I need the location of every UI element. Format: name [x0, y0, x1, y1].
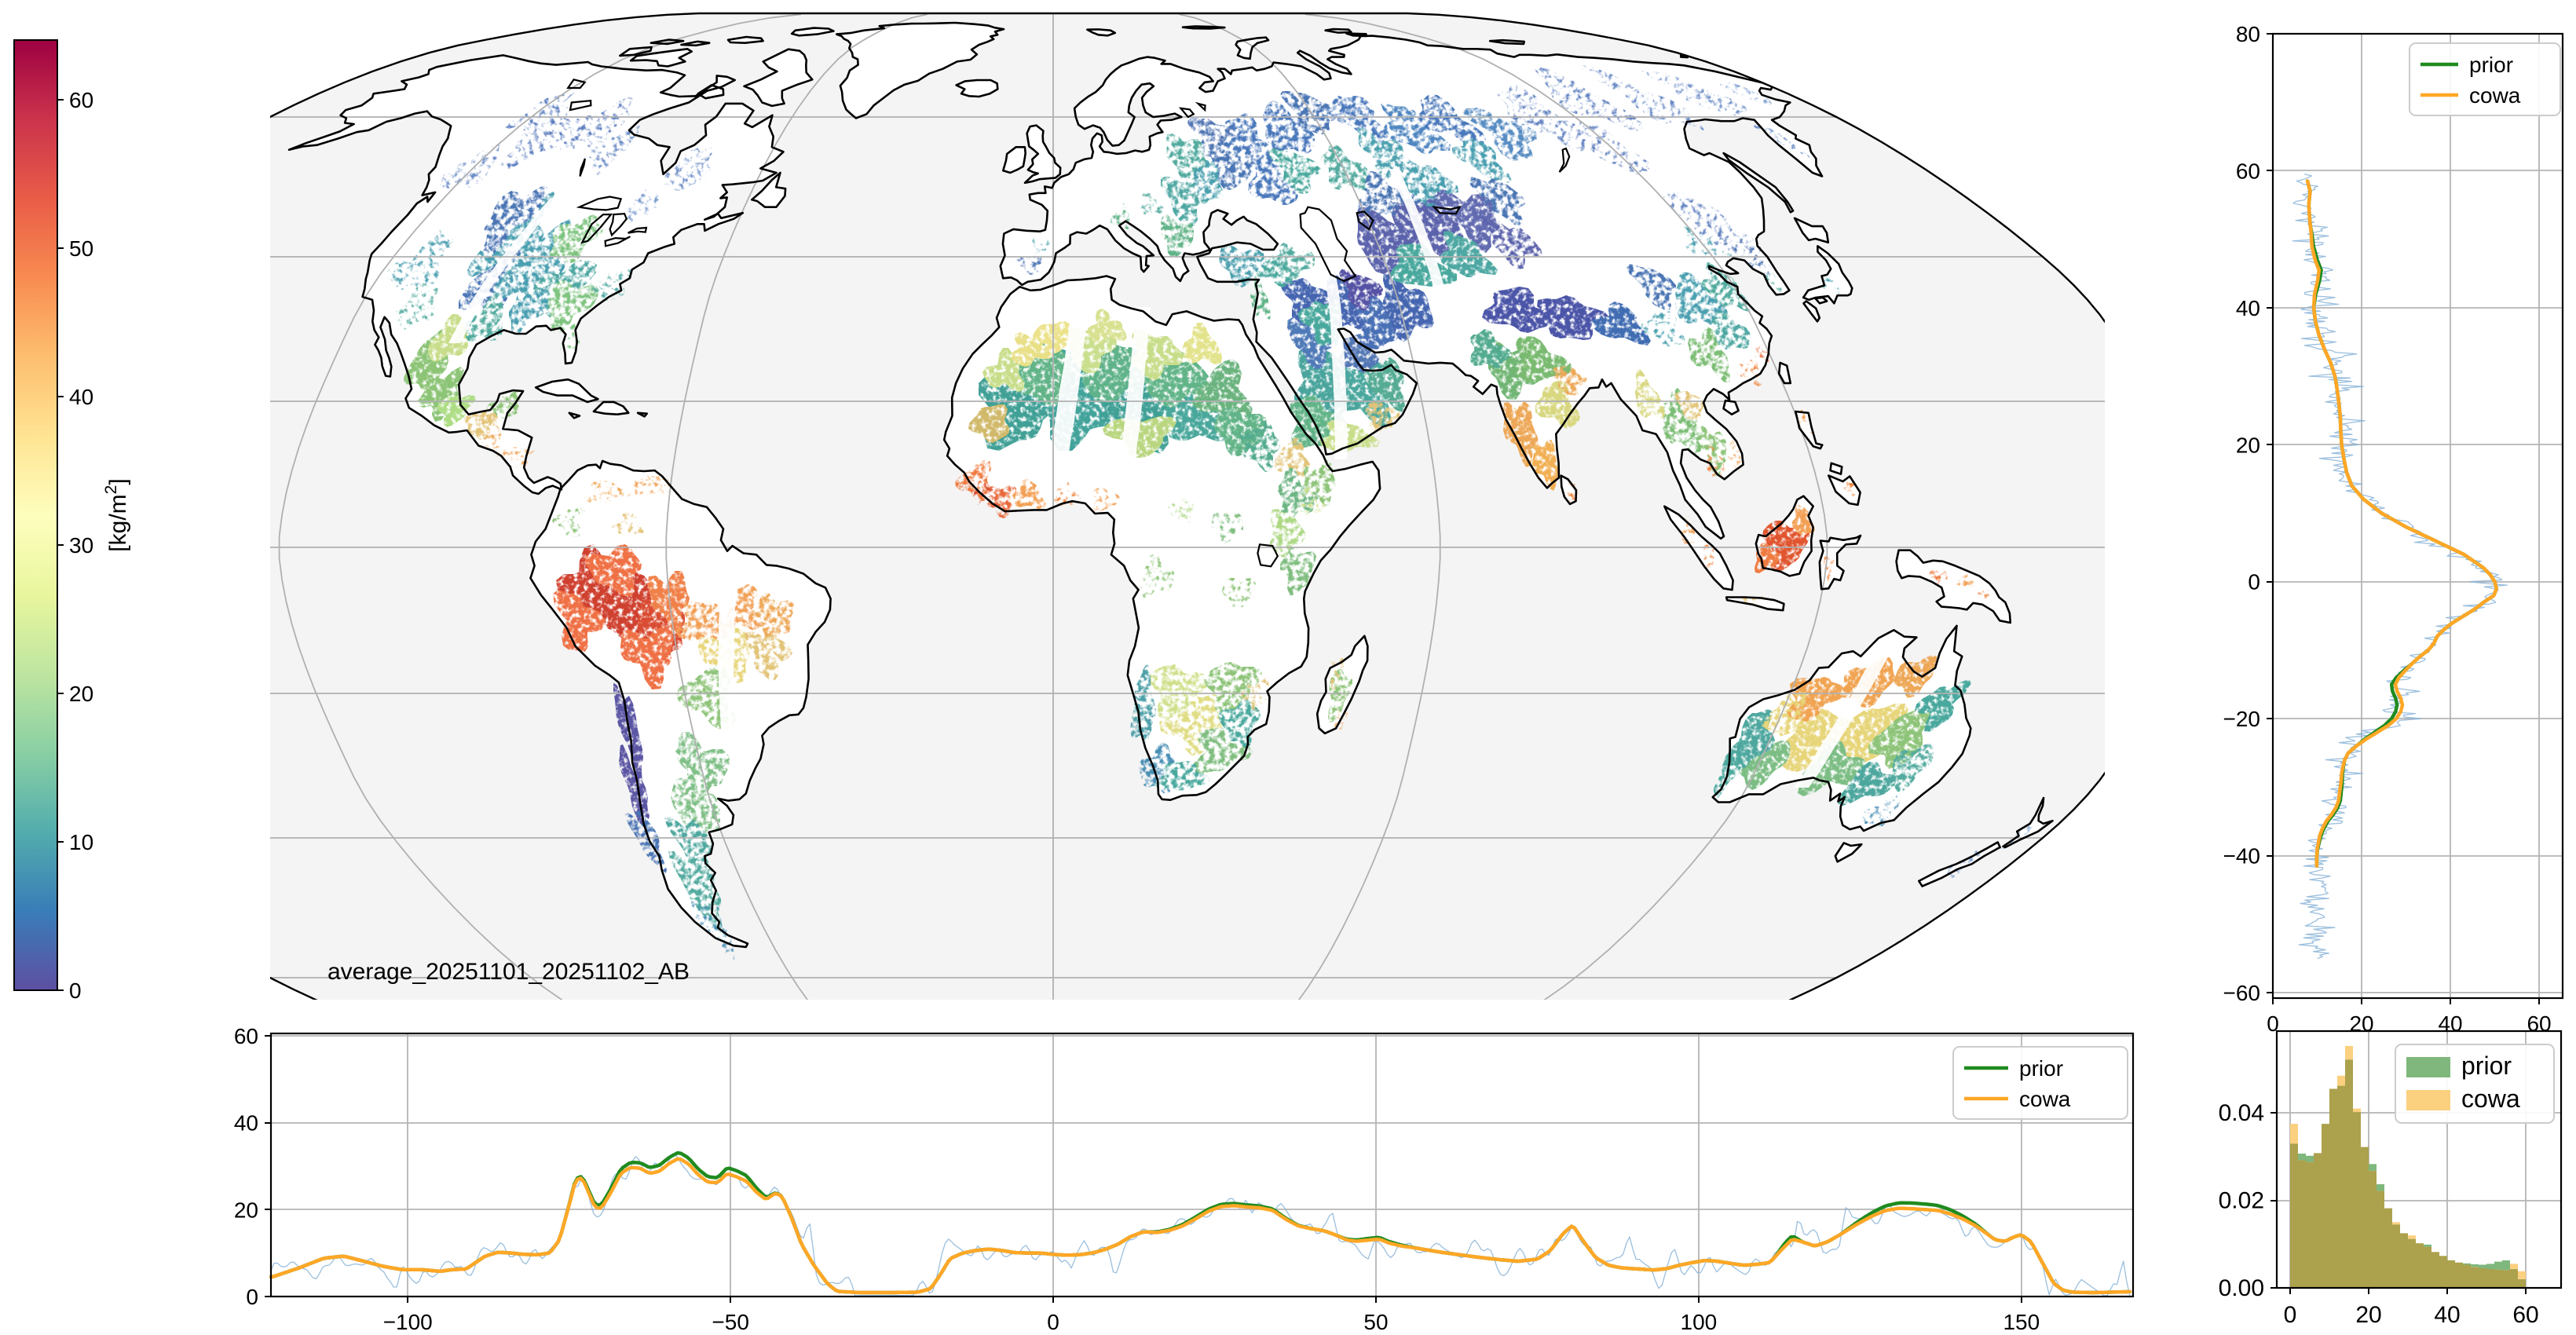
svg-text:0: 0: [246, 1285, 258, 1309]
svg-text:cowa: cowa: [2461, 1084, 2520, 1113]
svg-text:prior: prior: [2461, 1052, 2512, 1080]
svg-text:60: 60: [2236, 159, 2260, 183]
svg-text:60: 60: [234, 1024, 258, 1048]
svg-text:40: 40: [69, 385, 93, 409]
svg-text:40: 40: [234, 1111, 258, 1136]
svg-text:average_20251101_20251102_AB: average_20251101_20251102_AB: [327, 959, 690, 985]
svg-text:0: 0: [1047, 1310, 1059, 1331]
svg-text:prior: prior: [2469, 53, 2513, 77]
svg-text:60: 60: [2512, 1302, 2538, 1328]
svg-text:0.00: 0.00: [2219, 1275, 2264, 1301]
svg-text:60: 60: [69, 88, 93, 112]
svg-text:0: 0: [2284, 1302, 2297, 1328]
svg-text:0.04: 0.04: [2219, 1100, 2264, 1126]
svg-text:0: 0: [2248, 570, 2260, 594]
svg-text:30: 30: [69, 533, 93, 558]
svg-text:0: 0: [2267, 1011, 2279, 1036]
svg-text:20: 20: [2236, 433, 2260, 457]
svg-text:cowa: cowa: [2019, 1087, 2071, 1111]
svg-text:−60: −60: [2223, 981, 2261, 1005]
svg-text:20: 20: [69, 682, 93, 706]
svg-text:20: 20: [2355, 1302, 2381, 1328]
svg-text:−40: −40: [2223, 844, 2261, 869]
svg-text:0: 0: [69, 978, 82, 1003]
svg-text:40: 40: [2438, 1011, 2462, 1036]
svg-text:60: 60: [2527, 1011, 2551, 1036]
svg-text:10: 10: [69, 830, 93, 854]
svg-text:40: 40: [2236, 296, 2260, 320]
svg-text:cowa: cowa: [2469, 83, 2521, 108]
svg-text:−20: −20: [2223, 707, 2261, 731]
svg-text:prior: prior: [2019, 1056, 2063, 1081]
svg-text:20: 20: [2349, 1011, 2373, 1036]
svg-text:100: 100: [1681, 1310, 1718, 1331]
svg-text:0.02: 0.02: [2219, 1188, 2264, 1214]
svg-text:50: 50: [1363, 1310, 1388, 1331]
svg-text:40: 40: [2434, 1302, 2460, 1328]
svg-text:20: 20: [234, 1198, 258, 1222]
svg-text:−100: −100: [383, 1310, 433, 1331]
svg-text:50: 50: [69, 236, 93, 261]
svg-text:150: 150: [2003, 1310, 2040, 1331]
svg-text:−50: −50: [712, 1310, 749, 1331]
svg-text:80: 80: [2236, 22, 2260, 46]
